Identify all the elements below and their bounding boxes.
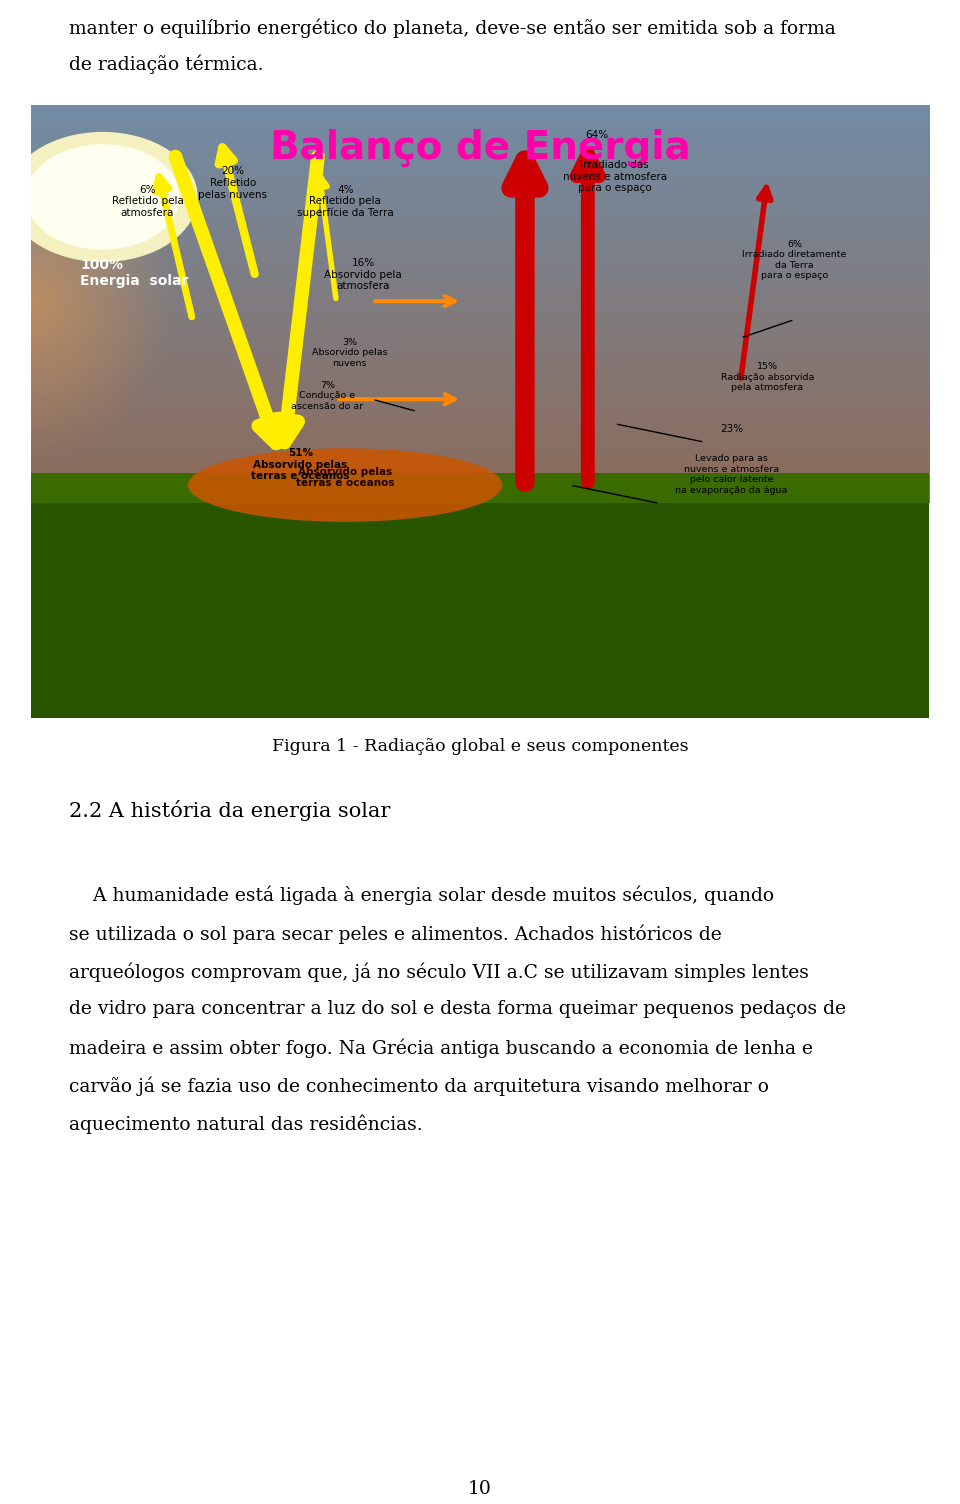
Text: 15%
Radiação absorvida
pela atmosfera: 15% Radiação absorvida pela atmosfera bbox=[721, 362, 814, 393]
Text: 6%
Irradiado diretamente
da Terra
para o espaço: 6% Irradiado diretamente da Terra para o… bbox=[742, 239, 847, 280]
Text: 23%: 23% bbox=[720, 424, 743, 433]
Text: 2.2 A história da energia solar: 2.2 A história da energia solar bbox=[69, 800, 391, 821]
Circle shape bbox=[26, 144, 179, 250]
Text: de radiação térmica.: de radiação térmica. bbox=[69, 56, 264, 75]
Text: Figura 1 - Radiação global e seus componentes: Figura 1 - Radiação global e seus compon… bbox=[272, 738, 688, 755]
Text: madeira e assim obter fogo. Na Grécia antiga buscando a economia de lenha e: madeira e assim obter fogo. Na Grécia an… bbox=[69, 1038, 813, 1057]
Text: 64%: 64% bbox=[586, 129, 609, 140]
Text: Balanço de Energia: Balanço de Energia bbox=[270, 129, 690, 167]
Text: 4%
Refletido pela
superfície da Terra: 4% Refletido pela superfície da Terra bbox=[297, 185, 394, 218]
Ellipse shape bbox=[188, 448, 502, 522]
Text: 7%
Condução e
ascensão do ar: 7% Condução e ascensão do ar bbox=[291, 381, 364, 411]
Text: Levado para as
nuvens e atmosfera
pelo calor latente
na evaporação da água: Levado para as nuvens e atmosfera pelo c… bbox=[676, 454, 788, 495]
Text: Irradiado das
nuvens e atmosfera
para o espaço: Irradiado das nuvens e atmosfera para o … bbox=[563, 159, 667, 194]
Text: arqueólogos comprovam que, já no século VII a.C se utilizavam simples lentes: arqueólogos comprovam que, já no século … bbox=[69, 963, 809, 982]
Text: manter o equilíbrio energético do planeta, deve-se então ser emitida sob a forma: manter o equilíbrio energético do planet… bbox=[69, 18, 836, 38]
Text: 100%
Energia  solar: 100% Energia solar bbox=[80, 259, 188, 289]
Bar bbox=[31, 486, 929, 717]
Text: 3%
Absorvido pelas
nuvens: 3% Absorvido pelas nuvens bbox=[312, 338, 388, 368]
Text: 20%
Refletido
pelas nuvens: 20% Refletido pelas nuvens bbox=[199, 167, 268, 200]
Text: carvão já se fazia uso de conhecimento da arquitetura visando melhorar o: carvão já se fazia uso de conhecimento d… bbox=[69, 1075, 769, 1095]
Text: se utilizada o sol para secar peles e alimentos. Achados históricos de: se utilizada o sol para secar peles e al… bbox=[69, 923, 722, 943]
Text: 6%
Refletido pela
atmosfera: 6% Refletido pela atmosfera bbox=[111, 185, 183, 218]
Text: A humanidade está ligada à energia solar desde muitos séculos, quando: A humanidade está ligada à energia solar… bbox=[69, 886, 775, 905]
Text: 51%
Absorvido pelas
terras e oceanos: 51% Absorvido pelas terras e oceanos bbox=[251, 448, 349, 481]
Circle shape bbox=[9, 132, 197, 262]
Text: aquecimento natural das residências.: aquecimento natural das residências. bbox=[69, 1114, 422, 1134]
Text: 16%
Absorvido pela
atmosfera: 16% Absorvido pela atmosfera bbox=[324, 259, 402, 292]
Text: 10: 10 bbox=[468, 1480, 492, 1498]
Bar bbox=[31, 472, 929, 504]
Text: de vidro para concentrar a luz do sol e desta forma queimar pequenos pedaços de: de vidro para concentrar a luz do sol e … bbox=[69, 1000, 846, 1018]
Text: Absorvido pelas
terras e oceanos: Absorvido pelas terras e oceanos bbox=[296, 466, 395, 489]
